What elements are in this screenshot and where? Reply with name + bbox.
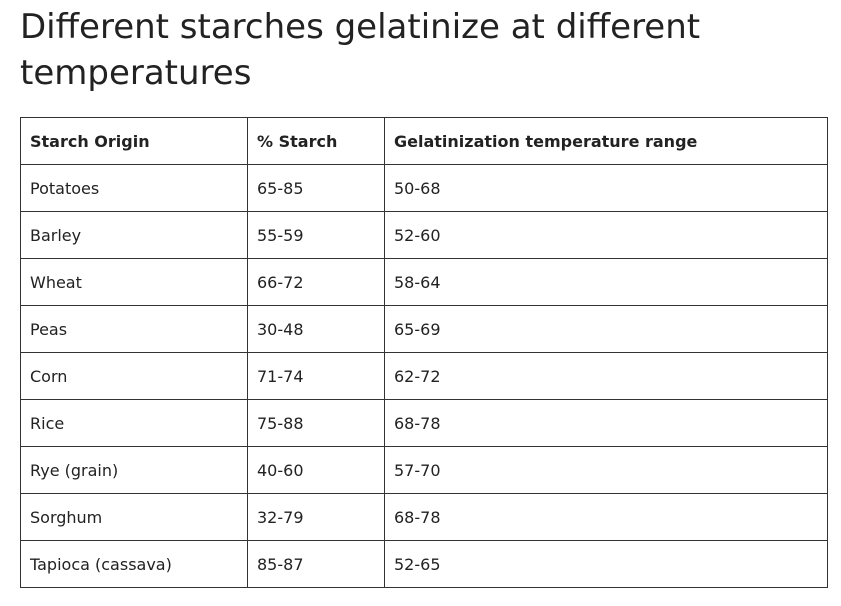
table-row: Rice 75-88 68-78 bbox=[20, 399, 828, 447]
cell-gelatinization-range: 68-78 bbox=[384, 399, 828, 447]
column-header-starch-origin: Starch Origin bbox=[20, 117, 248, 165]
cell-starch-origin: Potatoes bbox=[20, 164, 248, 212]
cell-percent-starch: 30-48 bbox=[247, 305, 385, 353]
cell-gelatinization-range: 65-69 bbox=[384, 305, 828, 353]
cell-gelatinization-range: 62-72 bbox=[384, 352, 828, 400]
cell-starch-origin: Sorghum bbox=[20, 493, 248, 541]
page-title: Different starches gelatinize at differe… bbox=[20, 7, 701, 93]
cell-starch-origin: Corn bbox=[20, 352, 248, 400]
table-row: Wheat 66-72 58-64 bbox=[20, 258, 828, 306]
table-row: Potatoes 65-85 50-68 bbox=[20, 164, 828, 212]
table-row: Peas 30-48 65-69 bbox=[20, 305, 828, 353]
cell-percent-starch: 75-88 bbox=[247, 399, 385, 447]
cell-starch-origin: Peas bbox=[20, 305, 248, 353]
cell-starch-origin: Tapioca (cassava) bbox=[20, 540, 248, 588]
cell-starch-origin: Wheat bbox=[20, 258, 248, 306]
cell-gelatinization-range: 52-65 bbox=[384, 540, 828, 588]
cell-percent-starch: 85-87 bbox=[247, 540, 385, 588]
cell-gelatinization-range: 57-70 bbox=[384, 446, 828, 494]
cell-percent-starch: 65-85 bbox=[247, 164, 385, 212]
table-header-row: Starch Origin % Starch Gelatinization te… bbox=[20, 117, 828, 165]
column-header-gelatinization-range: Gelatinization temperature range bbox=[384, 117, 828, 165]
cell-starch-origin: Rice bbox=[20, 399, 248, 447]
cell-gelatinization-range: 50-68 bbox=[384, 164, 828, 212]
column-header-percent-starch: % Starch bbox=[247, 117, 385, 165]
table-row: Barley 55-59 52-60 bbox=[20, 211, 828, 259]
table-row: Rye (grain) 40-60 57-70 bbox=[20, 446, 828, 494]
cell-gelatinization-range: 52-60 bbox=[384, 211, 828, 259]
table-row: Tapioca (cassava) 85-87 52-65 bbox=[20, 540, 828, 588]
cell-gelatinization-range: 58-64 bbox=[384, 258, 828, 306]
cell-percent-starch: 71-74 bbox=[247, 352, 385, 400]
table-row: Sorghum 32-79 68-78 bbox=[20, 493, 828, 541]
cell-percent-starch: 40-60 bbox=[247, 446, 385, 494]
cell-gelatinization-range: 68-78 bbox=[384, 493, 828, 541]
cell-starch-origin: Barley bbox=[20, 211, 248, 259]
cell-percent-starch: 55-59 bbox=[247, 211, 385, 259]
cell-starch-origin: Rye (grain) bbox=[20, 446, 248, 494]
table-row: Corn 71-74 62-72 bbox=[20, 352, 828, 400]
starch-table: Starch Origin % Starch Gelatinization te… bbox=[20, 117, 828, 588]
cell-percent-starch: 66-72 bbox=[247, 258, 385, 306]
cell-percent-starch: 32-79 bbox=[247, 493, 385, 541]
